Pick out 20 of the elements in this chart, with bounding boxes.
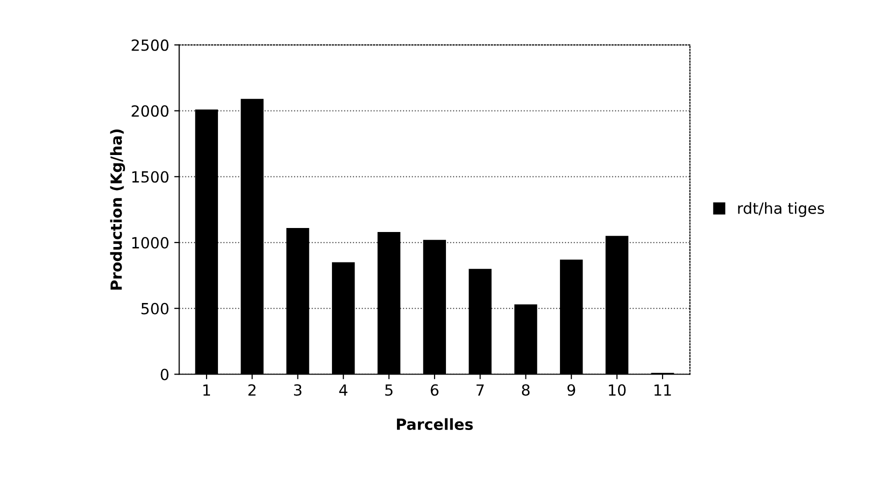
y-tick-label: 2000 (132, 105, 168, 117)
x-tick-label: 4 (339, 384, 348, 396)
x-tick-label: 10 (608, 384, 626, 396)
y-tick-label: 500 (141, 302, 168, 314)
legend-label: rdt/ha tiges (738, 202, 824, 217)
x-tick-label: 11 (654, 384, 671, 396)
x-axis-title: Parcelles (396, 418, 473, 430)
y-tick-label: 1000 (132, 236, 168, 249)
x-tick-label: 5 (385, 384, 392, 396)
y-tick-label: 0 (160, 368, 168, 380)
x-tick-label: 1 (203, 384, 210, 396)
y-tick-label: 2500 (132, 39, 168, 51)
x-tick-label: 6 (430, 384, 438, 396)
x-tick-label: 2 (248, 384, 256, 396)
y-tick-label: 1500 (132, 171, 168, 183)
x-tick-label: 3 (294, 384, 302, 396)
x-tick-label: 9 (567, 384, 576, 396)
x-tick-label: 8 (522, 384, 530, 396)
y-axis-title: Production (Kg/ha) (110, 129, 126, 290)
x-tick-label: 7 (476, 384, 484, 396)
